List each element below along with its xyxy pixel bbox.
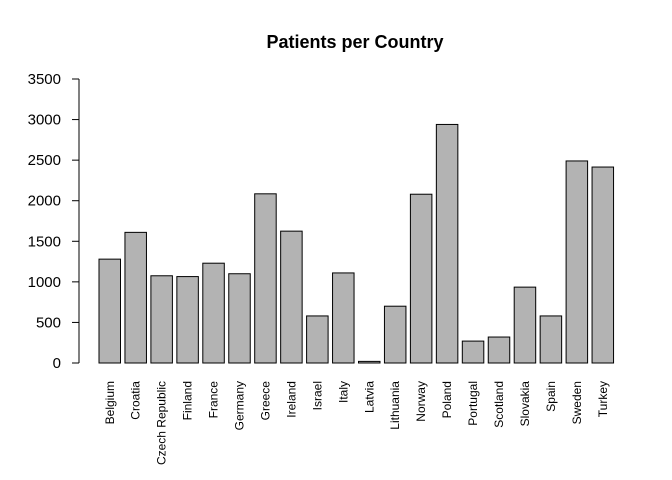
x-tick-label: Lithuania: [388, 381, 402, 430]
x-tick-labels: Belgium Croatia Czech Republic Finland Franc…: [103, 381, 610, 465]
bar-belgium: [98, 258, 121, 364]
bar-greece: [254, 193, 277, 364]
y-tick-label: 1500: [28, 233, 61, 250]
x-tick-label: Ireland: [284, 381, 298, 418]
bar-portugal: [461, 340, 485, 364]
y-tick-label: 3500: [28, 71, 61, 88]
x-tick-label: Belgium: [103, 381, 117, 424]
y-axis: 0 500 1000 1500 2000 2500 3000 3500: [28, 71, 80, 372]
bar-poland: [435, 123, 459, 364]
y-tick-label: 0: [53, 355, 61, 372]
bar-turkey: [591, 166, 615, 364]
bar-sweden: [565, 160, 589, 364]
x-tick-label: Turkey: [596, 381, 610, 417]
bar-slovakia: [513, 286, 537, 364]
bar-lithuania: [383, 305, 407, 364]
bar-italy: [332, 272, 355, 364]
bars: [98, 123, 615, 364]
y-tick-label: 2500: [28, 152, 61, 169]
x-tick-label: Croatia: [129, 381, 143, 420]
x-tick-label: France: [207, 381, 221, 419]
x-tick-label: Norway: [414, 381, 428, 422]
bar-ireland: [280, 230, 303, 364]
x-tick-label: Finland: [181, 381, 195, 420]
bar-germany: [228, 273, 251, 364]
x-tick-label: Germany: [233, 381, 247, 430]
bar-scotland: [487, 336, 511, 364]
bar-latvia: [358, 360, 381, 364]
x-tick-label: Latvia: [362, 381, 376, 413]
bar-france: [202, 262, 225, 364]
y-tick-label: 500: [36, 314, 61, 331]
x-tick-label: Greece: [258, 381, 272, 421]
x-tick-label: Portugal: [466, 381, 480, 426]
bar-czech-republic: [150, 275, 173, 364]
x-tick-label: Czech Republic: [155, 381, 169, 465]
bar-norway: [409, 193, 433, 364]
x-tick-label: Scotland: [492, 381, 506, 428]
y-tick-label: 3000: [28, 112, 61, 129]
y-tick-label: 1000: [28, 274, 61, 291]
chart-title: Patients per Country: [266, 32, 443, 52]
x-tick-label: Israel: [310, 381, 324, 410]
bar-israel: [306, 315, 329, 364]
x-tick-label: Slovakia: [518, 381, 532, 427]
bar-spain: [539, 315, 563, 364]
x-tick-label: Italy: [336, 381, 350, 403]
bar-finland: [176, 276, 199, 364]
x-tick-label: Poland: [440, 381, 454, 418]
bar-croatia: [124, 231, 147, 364]
y-tick-label: 2000: [28, 193, 61, 210]
x-tick-label: Spain: [544, 381, 558, 412]
x-tick-label: Sweden: [570, 381, 584, 424]
